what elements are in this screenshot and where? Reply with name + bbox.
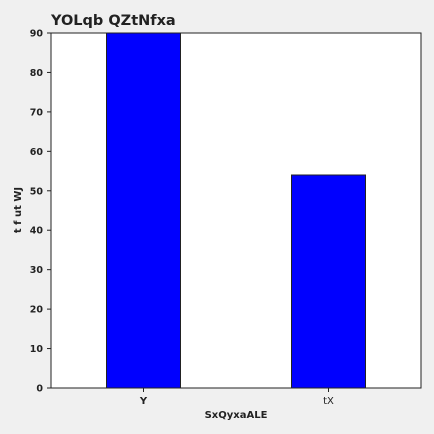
bar-1 (106, 32, 181, 389)
y-tick-label: 60 (30, 147, 44, 158)
y-axis-label: t f ut WJ (13, 187, 24, 233)
x-axis-label: SxQyxaALE (205, 410, 268, 421)
y-tick-label: 50 (30, 186, 44, 197)
y-tick-label: 80 (30, 68, 44, 79)
y-tick-label: 0 (36, 384, 43, 395)
y-tick-label: 90 (30, 29, 44, 40)
x-tick-label: Y (139, 396, 148, 407)
y-axis: 0 10 20 30 40 50 60 70 80 90 (30, 29, 51, 395)
y-tick-label: 70 (30, 107, 44, 118)
y-tick-label: 40 (30, 226, 44, 237)
x-tick-label: tX (323, 396, 334, 407)
y-tick-label: 10 (30, 344, 44, 355)
y-tick-label: 20 (30, 305, 44, 316)
bar-2 (291, 174, 366, 389)
y-tick-label: 30 (30, 265, 44, 276)
chart-title: YOLqb QZtNfxa (50, 13, 176, 29)
